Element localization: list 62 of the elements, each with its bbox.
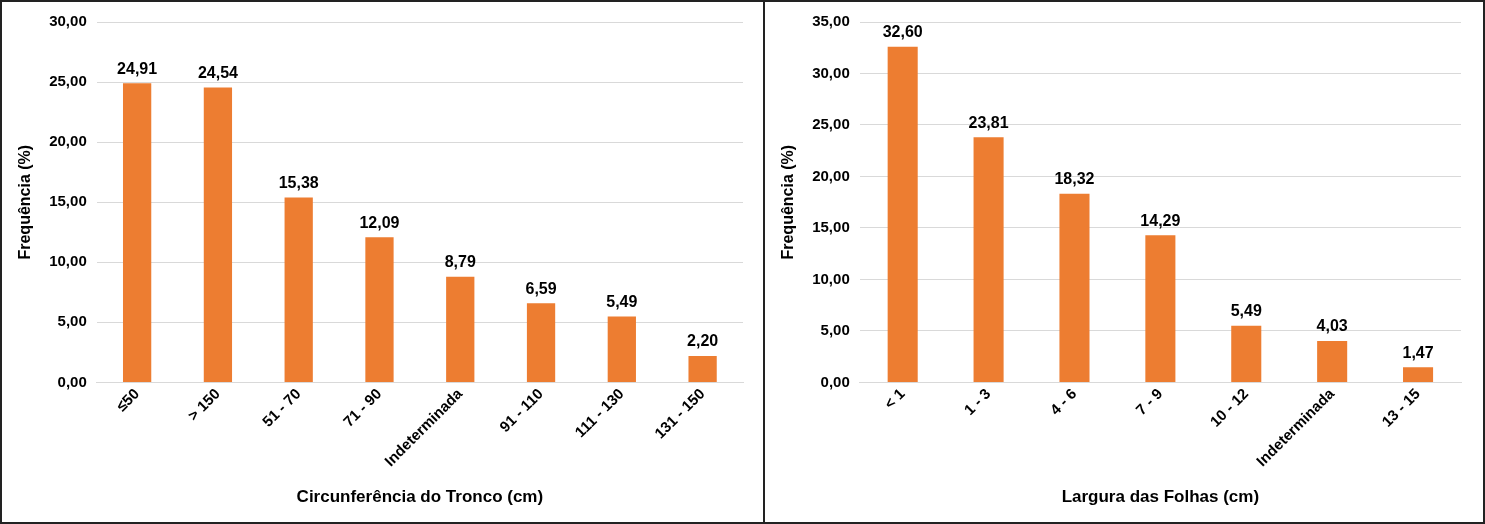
data-label: 6,59 (525, 279, 557, 297)
x-tick-label: 4 - 6 (1046, 384, 1080, 419)
x-tick-label: 10 - 12 (1206, 384, 1252, 430)
y-tick-label: 5,00 (820, 321, 850, 339)
data-label: 15,38 (278, 174, 319, 192)
y-tick-label: 30,00 (49, 12, 87, 30)
x-axis-title: Largura das Folhas (cm) (1061, 487, 1260, 507)
bar (607, 316, 636, 382)
data-label: 14,29 (1140, 211, 1181, 229)
x-tick-label: ≤50 (112, 384, 143, 415)
x-tick-label: 91 - 110 (495, 384, 547, 436)
bar (1059, 193, 1090, 382)
y-tick-label: 20,00 (812, 166, 850, 184)
data-label: 32,60 (882, 23, 923, 41)
y-tick-label: 10,00 (49, 252, 87, 270)
data-label: 8,79 (444, 253, 476, 271)
data-label: 5,49 (606, 292, 638, 310)
bar (526, 303, 556, 382)
x-tick-label: 7 - 9 (1132, 384, 1166, 419)
bar (1145, 235, 1176, 382)
data-label: 18,32 (1054, 170, 1095, 188)
y-tick-label: 25,00 (49, 72, 87, 90)
data-label: 1,47 (1402, 343, 1434, 361)
data-label: 5,49 (1230, 302, 1262, 320)
x-tick-label: 51 - 70 (258, 384, 304, 430)
y-tick-label: 35,00 (812, 12, 850, 30)
bar (1317, 340, 1348, 382)
bar (284, 197, 313, 382)
bar (1231, 325, 1262, 382)
y-tick-label: 10,00 (812, 269, 850, 287)
x-tick-label: < 1 (880, 384, 908, 412)
x-tick-label: > 150 (184, 384, 223, 424)
bar (887, 46, 918, 382)
data-label: 24,54 (197, 63, 239, 81)
data-label: 12,09 (359, 213, 400, 231)
data-label: 2,20 (687, 332, 719, 350)
y-tick-label: 0,00 (820, 372, 850, 390)
bar (688, 355, 717, 382)
data-label: 4,03 (1316, 317, 1348, 335)
x-tick-label: 1 - 3 (960, 384, 994, 419)
bar (122, 83, 152, 382)
y-axis-title: Frequência (%) (779, 144, 797, 260)
y-tick-label: 15,00 (812, 218, 850, 236)
x-tick-label: 71 - 90 (339, 384, 385, 430)
bar (973, 137, 1004, 382)
y-tick-label: 20,00 (49, 132, 87, 150)
bar (203, 87, 233, 382)
bar (446, 276, 475, 382)
y-tick-label: 0,00 (57, 372, 87, 390)
x-tick-label: 111 - 130 (571, 384, 627, 441)
y-tick-label: 25,00 (812, 115, 850, 133)
data-label: 23,81 (968, 113, 1009, 131)
y-tick-label: 15,00 (49, 192, 87, 210)
bar (365, 237, 394, 382)
y-tick-label: 30,00 (812, 63, 850, 81)
bar (1403, 367, 1434, 382)
x-axis-title: Circunferência do Tronco (cm) (296, 487, 544, 507)
y-tick-label: 5,00 (57, 312, 87, 330)
x-tick-label: 13 - 15 (1378, 384, 1424, 430)
y-axis-title: Frequência (%) (16, 144, 34, 260)
data-label: 24,91 (117, 59, 158, 77)
x-tick-label: 131 - 150 (650, 384, 708, 442)
